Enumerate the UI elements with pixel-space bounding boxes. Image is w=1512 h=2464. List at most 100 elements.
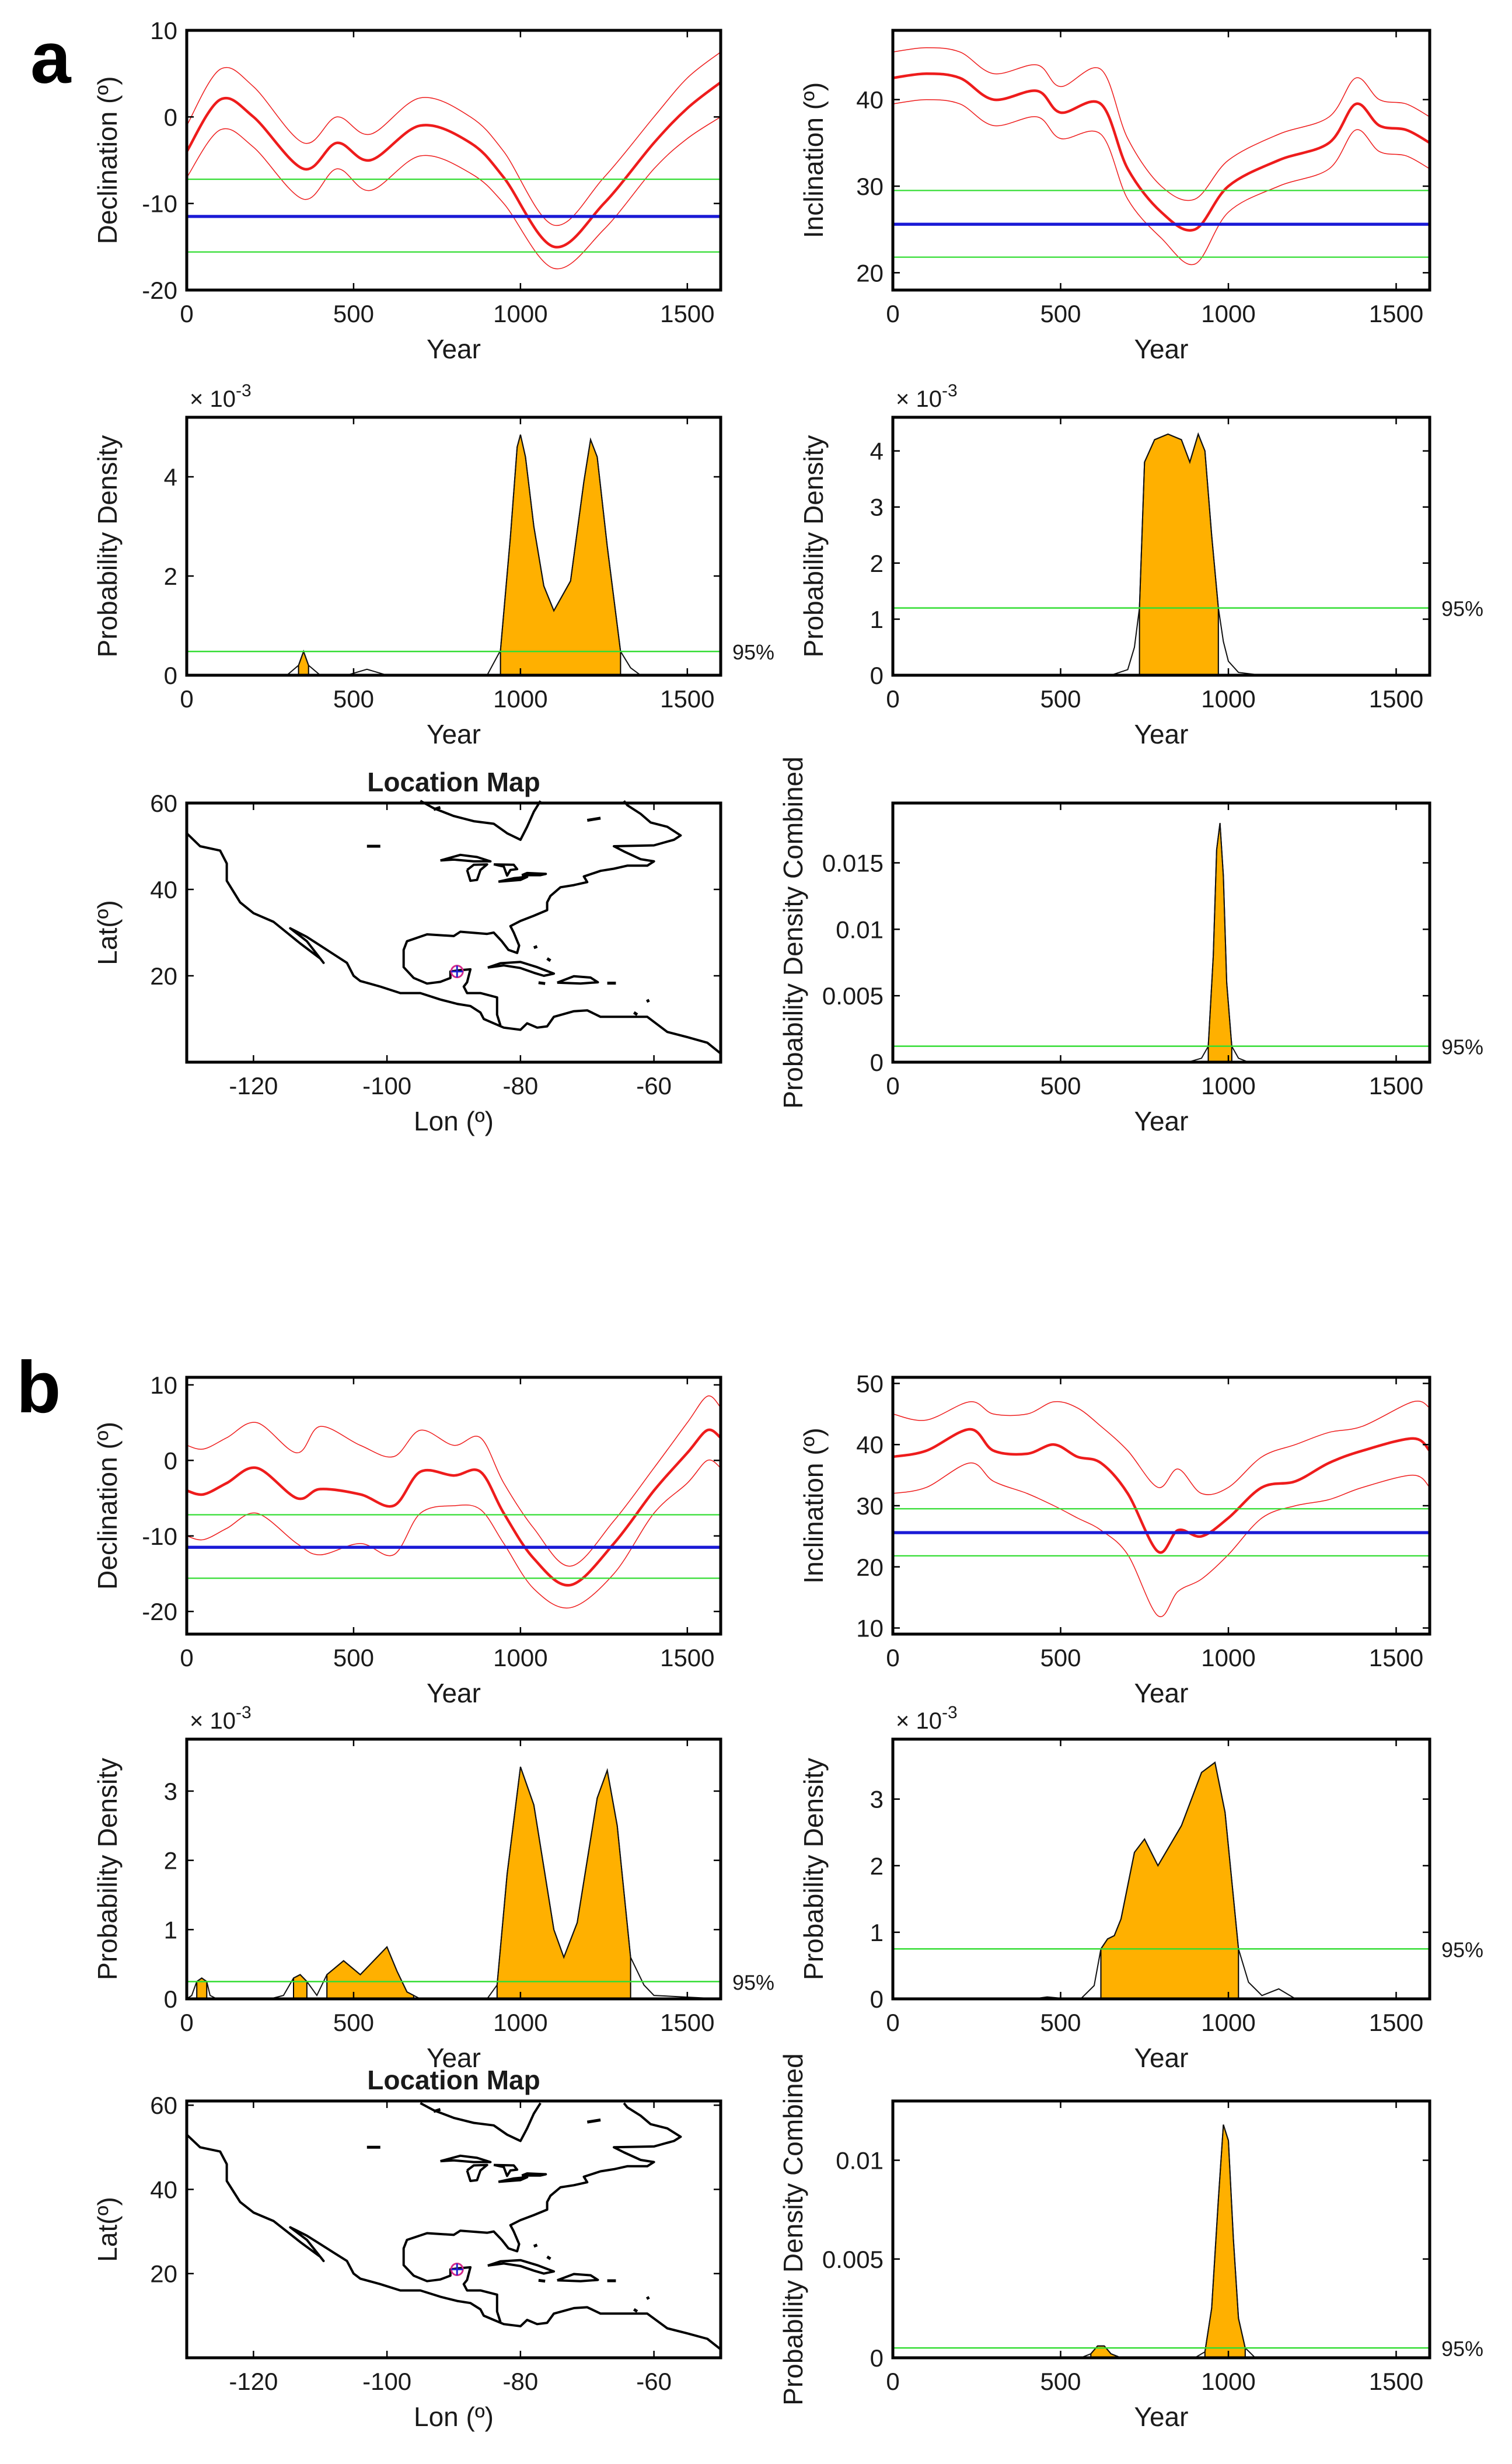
x-tick-label: 500 <box>1040 1072 1081 1100</box>
x-tick-label: 1500 <box>1369 685 1423 713</box>
y-tick-label: 0.01 <box>836 916 884 943</box>
pdf-combined-plot-b: 95% 0 500 1000 1500 0 0.005 0.01 Year Probability… <box>778 2053 1483 2432</box>
axis-exponent: × 10-3 <box>896 1703 958 1734</box>
x-tick-label: 0 <box>886 1072 899 1100</box>
panel-label-a: a <box>30 18 72 99</box>
y-tick-label: 60 <box>150 2092 177 2119</box>
y-tick-label: 1 <box>164 1916 177 1943</box>
series-upper <box>892 47 1430 201</box>
y-tick-label: 2 <box>164 1847 177 1875</box>
panel-label-b: b <box>16 1347 61 1428</box>
x-tick-label: 0 <box>180 300 193 327</box>
x-tick-label: 1000 <box>1201 1644 1255 1671</box>
location-map-b: -120 -100 -80 -60 20 40 60 Lon (º) Lat(º) Locatio… <box>92 2065 722 2432</box>
x-tick-label: 1000 <box>1201 1072 1255 1100</box>
axes-frame <box>185 2099 722 2360</box>
y-tick-label: 0 <box>870 1049 884 1076</box>
x-tick-label: 1000 <box>1201 2368 1255 2395</box>
y-tick-label: 40 <box>150 876 177 903</box>
plot-background <box>893 803 1430 1062</box>
island-cuba <box>487 961 556 977</box>
x-axis-label: Lon (º) <box>414 2402 494 2432</box>
y-tick-label: 2 <box>870 550 884 577</box>
great-lake <box>440 853 492 863</box>
axis-exponent: × 10-3 <box>190 1703 252 1734</box>
axis-exponent: × 10-3 <box>190 381 252 412</box>
y-tick-label: 20 <box>150 2260 177 2288</box>
x-tick-label: 1000 <box>493 2009 547 2036</box>
pdf-declination-plot-b: 95% 0 500 1000 1500 0 1 2 3 Year Probability Densi… <box>92 1703 774 2073</box>
small-island <box>586 816 601 822</box>
x-tick-label: -100 <box>362 2368 411 2395</box>
x-tick-label: 0 <box>886 685 899 713</box>
x-axis-label: Year <box>427 719 481 749</box>
x-tick-label: 1500 <box>1369 300 1423 327</box>
y-tick-label: 30 <box>856 173 884 200</box>
x-axis-label: Year <box>1134 334 1189 364</box>
y-tick-label: 3 <box>870 1786 884 1813</box>
small-island <box>538 981 546 985</box>
x-tick-label: -60 <box>636 1072 672 1100</box>
small-island <box>645 999 650 1003</box>
x-tick-label: -100 <box>362 1072 411 1100</box>
y-tick-label: 0 <box>870 662 884 689</box>
y-tick-label: 0.005 <box>822 2246 884 2273</box>
threshold-label: 95% <box>1441 1035 1483 1059</box>
x-axis-label: Year <box>1134 2043 1189 2073</box>
x-tick-label: 1500 <box>1369 2009 1423 2036</box>
y-tick-label: 1 <box>870 606 884 633</box>
y-tick-label: 1 <box>870 1919 884 1946</box>
y-axis-label: Probability Density <box>798 435 829 658</box>
x-tick-label: 0 <box>180 685 193 713</box>
axes-frame <box>891 29 1431 292</box>
threshold-label: 95% <box>1441 2337 1483 2361</box>
plot-background <box>187 1739 721 1999</box>
x-tick-label: 500 <box>1040 685 1081 713</box>
pdf-combined-plot-a: 95% 0 500 1000 1500 0 0.005 0.01 0.015 Year Probab… <box>778 756 1483 1136</box>
y-tick-label: 30 <box>856 1492 884 1520</box>
density-curve <box>893 823 1430 1063</box>
x-tick-label: -120 <box>229 2368 278 2395</box>
series-upper <box>892 1401 1430 1495</box>
y-tick-label: 10 <box>150 1371 177 1399</box>
great-lake <box>521 871 547 877</box>
series-lower <box>892 99 1430 266</box>
x-tick-label: 500 <box>1040 300 1081 327</box>
coastline-hudson-bay <box>420 800 542 841</box>
axes-frame <box>185 1376 722 1636</box>
x-tick-label: 1000 <box>1201 300 1255 327</box>
small-island <box>633 2308 638 2313</box>
x-tick-label: 1000 <box>1201 685 1255 713</box>
y-axis-label: Inclination (º) <box>798 1428 829 1583</box>
small-island <box>538 2278 546 2283</box>
map-title: Location Map <box>367 2065 540 2095</box>
x-tick-label: 0 <box>886 2009 899 2036</box>
great-lake <box>493 863 519 877</box>
density-curve <box>893 432 1430 676</box>
y-axis-label: Probability Density <box>92 1758 123 1980</box>
series-upper <box>186 51 721 226</box>
plot-background <box>893 30 1430 290</box>
y-tick-label: 60 <box>150 790 177 817</box>
axis-exponent-power: -3 <box>236 381 252 400</box>
x-axis-label: Year <box>1134 1106 1189 1136</box>
x-tick-label: 500 <box>333 2009 374 2036</box>
x-tick-label: -80 <box>503 2368 539 2395</box>
y-tick-label: 0.005 <box>822 982 884 1010</box>
axes-frame <box>185 416 722 677</box>
y-tick-label: 40 <box>150 2176 177 2203</box>
y-tick-label: 20 <box>856 1554 884 1581</box>
y-axis-label: Probability Density Combined <box>778 756 808 1108</box>
declination-plot-b: 0 500 1000 1500 -20 -10 0 10 Year Declination (º) <box>92 1371 722 1708</box>
pdf-inclination-plot-a: 95% 0 500 1000 1500 0 1 2 3 4 Year Probability Dens… <box>798 381 1483 749</box>
plot-background <box>893 1377 1430 1634</box>
series-curve <box>186 81 722 249</box>
density-curve <box>187 434 721 676</box>
x-tick-label: 1500 <box>1369 1072 1423 1100</box>
x-tick-label: 0 <box>886 300 899 327</box>
series-lower <box>186 116 721 270</box>
series-curve <box>186 1428 722 1587</box>
series-curve <box>892 72 1431 232</box>
axis-exponent-power: -3 <box>942 1703 958 1722</box>
